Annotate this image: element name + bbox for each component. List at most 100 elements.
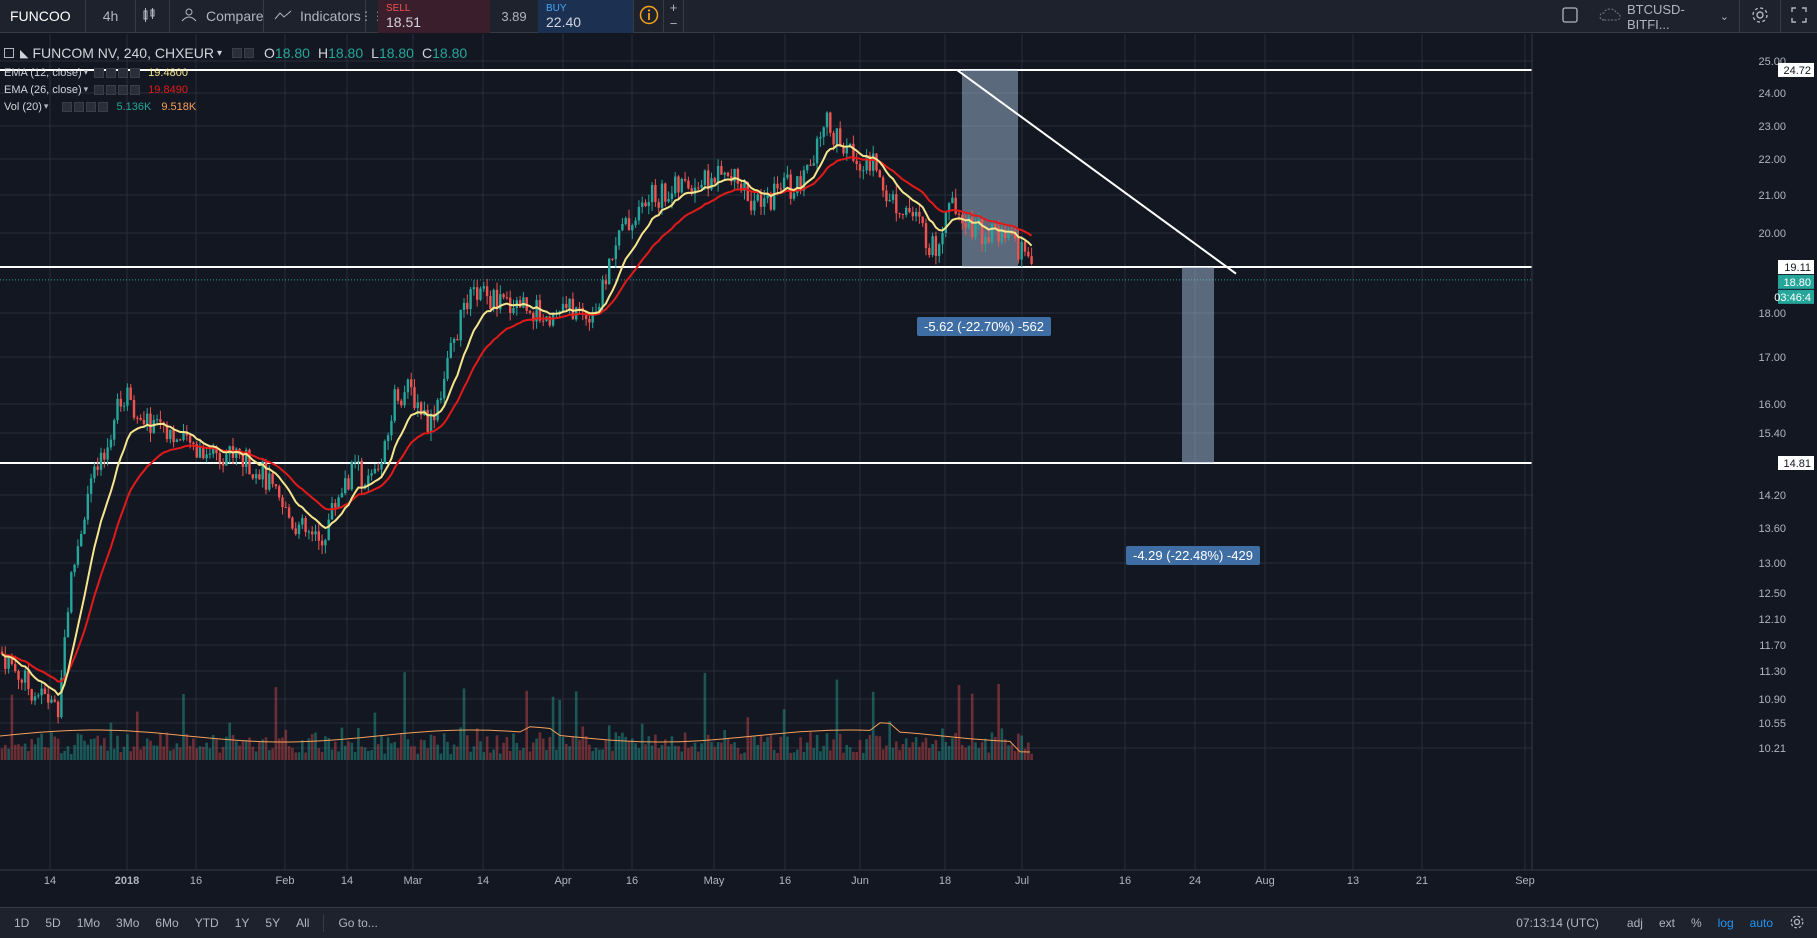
- price-chart[interactable]: 25.0024.0023.0022.0021.0020.0018.0017.00…: [0, 34, 1817, 907]
- candle-body: [340, 493, 344, 498]
- candle-body: [76, 546, 80, 565]
- legend-title[interactable]: FUNCOM NV, 240, CHXEUR: [32, 45, 214, 61]
- candle-body: [449, 342, 452, 358]
- volume-bar: [578, 739, 581, 760]
- settings-icon[interactable]: [74, 101, 85, 112]
- price-tick-label: 15.40: [1758, 428, 1786, 440]
- candle-body: [901, 213, 905, 215]
- chart-type-button[interactable]: [136, 0, 170, 33]
- ema26-label[interactable]: EMA (26, close): [4, 83, 82, 96]
- add-icon[interactable]: [118, 84, 129, 95]
- chevron-down-icon[interactable]: ▾: [43, 101, 49, 111]
- auto-toggle[interactable]: auto: [1749, 916, 1773, 930]
- range-1mo[interactable]: 1Mo: [76, 916, 101, 930]
- sell-button[interactable]: SELL 18.51: [378, 0, 490, 33]
- range-6mo[interactable]: 6Mo: [155, 916, 179, 930]
- add-icon[interactable]: [86, 101, 97, 112]
- watchlist-symbol-select[interactable]: BTCUSD-BITFI... ⌄: [1589, 0, 1739, 33]
- candle-body: [413, 387, 416, 409]
- range-5d[interactable]: 5D: [45, 916, 61, 930]
- percent-toggle[interactable]: %: [1690, 916, 1702, 930]
- measure-label-1[interactable]: -5.62 (-22.70%) -562: [917, 317, 1051, 336]
- time-tick-label: Jul: [1015, 875, 1029, 887]
- chevron-down-icon[interactable]: ▾: [83, 84, 89, 94]
- close-icon[interactable]: [98, 101, 109, 112]
- flag-icon[interactable]: ◣: [20, 47, 29, 60]
- expand-button[interactable]: [1780, 0, 1817, 33]
- range-3mo[interactable]: 3Mo: [116, 916, 140, 930]
- candle-body: [383, 441, 386, 463]
- chevron-down-icon[interactable]: ▾: [217, 47, 223, 59]
- legend-ema26-row[interactable]: EMA (26, close) ▾ 19.8490: [4, 81, 467, 98]
- goto-button[interactable]: Go to...: [338, 916, 378, 930]
- candle-body: [512, 307, 515, 313]
- candle-body: [466, 302, 469, 310]
- range-1d[interactable]: 1D: [14, 916, 30, 930]
- volume-bar: [594, 747, 598, 760]
- volume-bar: [980, 742, 984, 760]
- volume-bar: [819, 751, 822, 760]
- countdown-badge-bg: [1778, 289, 1814, 304]
- candle-body: [852, 143, 855, 161]
- zoom-out-button[interactable]: −: [669, 16, 678, 31]
- trend-line[interactable]: [956, 69, 1237, 275]
- indicators-button[interactable]: Indicators: [264, 0, 366, 33]
- volume-bar: [881, 749, 885, 760]
- eye-icon[interactable]: [94, 84, 105, 95]
- adj-toggle[interactable]: adj: [1626, 916, 1643, 930]
- candle-body: [469, 289, 472, 310]
- settings-button[interactable]: [1739, 0, 1780, 33]
- symbol-search[interactable]: FUNCOO: [0, 0, 86, 33]
- zoom-in-button[interactable]: +: [669, 0, 678, 15]
- candle-body: [40, 688, 43, 696]
- clock-time[interactable]: 07:13:14 (UTC): [1516, 916, 1599, 930]
- legend-volume-row[interactable]: Vol (20) ▾ 5.136K 9.518K: [4, 98, 467, 115]
- info-button[interactable]: [634, 0, 664, 33]
- compare-button[interactable]: Compare: [170, 0, 264, 33]
- range-5y[interactable]: 5Y: [265, 916, 281, 930]
- volume-bar: [796, 749, 799, 760]
- measure-label-2[interactable]: -4.29 (-22.48%) -429: [1126, 546, 1260, 565]
- candle-body: [1013, 234, 1017, 239]
- volume-bar: [122, 746, 126, 760]
- settings-icon[interactable]: [106, 84, 117, 95]
- price-tick-label: 17.00: [1758, 352, 1786, 364]
- settings-icon[interactable]: [244, 48, 255, 58]
- buy-button[interactable]: BUY 22.40: [538, 0, 633, 33]
- range-1y[interactable]: 1Y: [234, 916, 250, 930]
- close-icon[interactable]: [130, 67, 141, 78]
- candle-body: [604, 280, 608, 285]
- collapse-icon[interactable]: [4, 48, 14, 58]
- range-ytd[interactable]: YTD: [194, 916, 219, 930]
- interval-button[interactable]: 4h: [86, 0, 136, 33]
- volume-bar: [324, 736, 327, 760]
- gear-icon[interactable]: [1789, 914, 1805, 933]
- candle-body: [819, 136, 822, 139]
- fullscreen-toggle[interactable]: [1551, 0, 1589, 33]
- candle-body: [538, 300, 542, 321]
- candle-body: [400, 400, 403, 406]
- time-axis[interactable]: 14 2018 16 Feb 14 Mar 14 Apr 16 May 16 Jun 18 Jul 16 24…: [0, 869, 1817, 887]
- range-all[interactable]: All: [296, 916, 310, 930]
- candle-body: [763, 198, 766, 207]
- candle-body: [756, 194, 759, 201]
- settings-icon[interactable]: [106, 67, 117, 78]
- add-icon[interactable]: [118, 67, 129, 78]
- volume-bar: [901, 744, 905, 760]
- candle-body: [855, 160, 858, 165]
- ext-toggle[interactable]: ext: [1658, 916, 1675, 930]
- volume-label[interactable]: Vol (20): [4, 100, 42, 113]
- legend-ema12-row[interactable]: EMA (12, close) ▾ 19.4800: [4, 64, 467, 81]
- ema12-label[interactable]: EMA (12, close): [4, 66, 82, 79]
- price-axis[interactable]: 25.0024.0023.0022.0021.0020.0018.0017.00…: [1531, 34, 1817, 870]
- log-toggle[interactable]: log: [1717, 916, 1734, 930]
- chevron-down-icon[interactable]: ▾: [83, 67, 89, 77]
- volume-bar: [868, 735, 872, 760]
- eye-icon[interactable]: [94, 67, 105, 78]
- eye-icon[interactable]: [62, 101, 73, 112]
- horizontal-lines[interactable]: [0, 68, 1532, 464]
- volume-bar: [515, 742, 519, 760]
- close-icon[interactable]: [130, 84, 141, 95]
- drag-handle-icon[interactable]: ⋮⋮: [360, 9, 384, 23]
- eye-icon[interactable]: [232, 48, 243, 58]
